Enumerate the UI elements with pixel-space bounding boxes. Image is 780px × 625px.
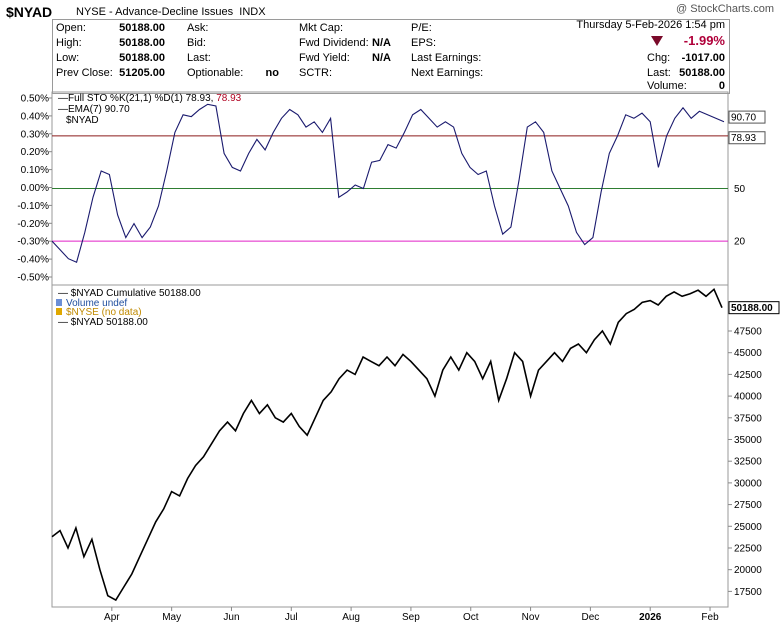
cum-y-tick-label: 22500 <box>734 543 762 554</box>
description-text: NYSE - Advance-Decline Issues <box>76 6 234 18</box>
prev-close-value: 51205.00 <box>119 67 165 79</box>
volume-swatch-icon <box>56 299 62 306</box>
prev-close-label: Prev Close: <box>56 67 113 79</box>
volume-label: Volume: <box>647 80 687 92</box>
cum-legend-volume: Volume undef <box>66 298 127 309</box>
cum-y-tick-label: 42500 <box>734 370 762 381</box>
next-earnings-label: Next Earnings: <box>411 67 484 79</box>
sto-left-tick-label: -0.50% <box>17 273 49 284</box>
x-tick-label: May <box>162 612 181 623</box>
cum-last-value-label: 50188.00 <box>731 303 773 314</box>
sto-left-tick-label: 0.20% <box>21 147 49 158</box>
sto-left-tick-label: 0.00% <box>21 183 49 194</box>
cumulative-panel: 17500 20000 22500 25000 27500 30000 32500 35000… <box>51 287 780 623</box>
cum-y-tick-label: 45000 <box>734 348 762 359</box>
cum-y-tick-label: 47500 <box>734 327 762 338</box>
sto-left-tick-label: -0.20% <box>17 219 49 230</box>
eps-label: EPS: <box>411 37 437 49</box>
last-earnings-label: Last Earnings: <box>411 52 482 64</box>
high-label: High: <box>56 37 82 49</box>
fwd-yield-label: Fwd Yield: <box>299 52 350 64</box>
change-percent: -1.99% <box>683 33 725 48</box>
exchange-text: INDX <box>239 6 266 18</box>
quote-panel: Open: 50188.00 High: 50188.00 Low: 50188… <box>52 19 730 94</box>
cum-y-tick-label: 40000 <box>734 392 762 403</box>
sto-left-tick-label: -0.10% <box>17 201 49 212</box>
bid-label: Bid: <box>187 37 206 49</box>
sto-left-tick-label: 0.50% <box>21 94 49 105</box>
mktcap-label: Mkt Cap: <box>299 22 344 34</box>
fwd-dividend-label: Fwd Dividend: <box>299 37 369 49</box>
chg-label: Chg: <box>647 52 671 64</box>
last-label: Last: <box>187 52 211 64</box>
cum-legend-nyse: $NYSE (no data) <box>66 307 142 318</box>
stochastic-panel: 0.50% 0.40% 0.30% 0.20% 0.10% 0.00% -0.10% -0.2… <box>17 93 766 284</box>
last2-value: 50188.00 <box>679 67 725 79</box>
x-tick-label: Jul <box>285 612 298 623</box>
cum-y-tick-label: 20000 <box>734 565 762 576</box>
sto-legend-d-value: 78.93 <box>216 93 241 104</box>
cumulative-panel-frame <box>51 284 729 608</box>
sto-legend-text: —Full STO %K(21,1) %D(1) 78.93, <box>58 93 216 104</box>
sto-left-tick-label: 0.30% <box>21 129 49 140</box>
low-label: Low: <box>56 52 80 64</box>
volume-value: 0 <box>718 80 725 92</box>
quote-datetime: Thursday 5-Feb-2026 1:54 pm <box>576 19 725 31</box>
sto-last-value-box <box>728 131 766 145</box>
sto-left-tick-label: -0.30% <box>17 237 49 248</box>
chart-symbol: $NYAD <box>6 4 53 20</box>
x-tick-label: Sep <box>402 612 420 623</box>
cumulative-line <box>51 287 723 602</box>
fwd-yield-value: N/A <box>372 52 391 64</box>
cum-y-tick-label: 32500 <box>734 457 762 468</box>
sto-right-tick-label: 50 <box>734 184 746 195</box>
down-arrow-icon <box>651 36 663 46</box>
pe-label: P/E: <box>411 22 432 34</box>
sto-left-tick-label: 0.40% <box>21 111 49 122</box>
fwd-dividend-value: N/A <box>372 37 391 49</box>
chart-description: NYSE - Advance-Decline Issues INDX <box>76 6 266 18</box>
cum-y-tick-label: 27500 <box>734 500 762 511</box>
cum-y-tick-label: 37500 <box>734 413 762 424</box>
cum-y-tick-label: 30000 <box>734 478 762 489</box>
x-tick-label: Feb <box>701 612 719 623</box>
nyse-swatch-icon <box>56 308 62 315</box>
sto-last-value-label: 78.93 <box>731 133 756 144</box>
x-tick-label: Apr <box>104 612 120 623</box>
cum-legend-main: — $NYAD Cumulative 50188.00 <box>58 288 201 299</box>
high-value: 50188.00 <box>119 37 165 49</box>
cum-y-tick-label: 17500 <box>734 587 762 598</box>
optionable-label: Optionable: <box>187 67 244 79</box>
ask-label: Ask: <box>187 22 209 34</box>
chg-value: -1017.00 <box>681 52 725 64</box>
cum-y-tick-label: 25000 <box>734 522 762 533</box>
open-label: Open: <box>56 22 86 34</box>
sto-last-value-box <box>728 110 766 124</box>
sto-legend-symbol: $NYAD <box>66 115 99 126</box>
sto-legend-main: —Full STO %K(21,1) %D(1) 78.93, 78.93 <box>58 93 242 104</box>
x-tick-label: Nov <box>522 612 540 623</box>
x-tick-label: Aug <box>342 612 360 623</box>
cum-last-value-box <box>728 301 780 315</box>
x-tick-label: Oct <box>463 612 479 623</box>
sto-left-tick-label: -0.40% <box>17 255 49 266</box>
x-tick-label: Dec <box>581 612 599 623</box>
cum-y-tick-label: 35000 <box>734 435 762 446</box>
x-tick-label: 2026 <box>639 612 662 623</box>
sctr-label: SCTR: <box>299 67 332 79</box>
last2-label: Last: <box>647 67 671 79</box>
watermark: @ StockCharts.com <box>676 3 774 15</box>
stochastic-line <box>51 103 725 263</box>
cum-legend-symbol: — $NYAD 50188.00 <box>58 317 148 328</box>
sto-right-tick-label: 20 <box>734 237 746 248</box>
low-value: 50188.00 <box>119 52 165 64</box>
x-tick-label: Jun <box>223 612 239 623</box>
sto-legend-ema: —EMA(7) 90.70 <box>58 104 130 115</box>
sto-left-tick-label: 0.10% <box>21 165 49 176</box>
sto-last-value-label: 90.70 <box>731 113 756 124</box>
optionable-value: no <box>265 67 279 79</box>
open-value: 50188.00 <box>119 22 165 34</box>
